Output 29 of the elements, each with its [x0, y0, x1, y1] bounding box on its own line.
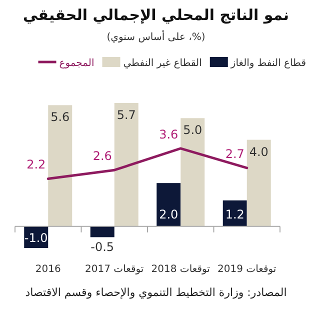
bar: [156, 183, 181, 226]
text: المصادر: وزارة التخطيط التنموي والإحصاء وقسم الاقتصاد: [25, 286, 287, 299]
x-tick-label: 2016: [35, 264, 61, 275]
bar: [90, 226, 114, 238]
chart-subtitle: (%، على أساس سنوي): [106, 30, 206, 43]
data-label: 5.7: [116, 108, 136, 122]
data-label: 5.0: [183, 123, 202, 138]
bar: [180, 118, 205, 226]
data-label: 2.7: [225, 146, 244, 161]
data-label: 5.6: [50, 110, 70, 124]
data-label: 2.0: [159, 207, 178, 222]
bar: [48, 105, 72, 226]
data-label: 4.0: [249, 144, 268, 159]
legend-label: القطاع غير النفطي: [123, 58, 202, 69]
bar: [246, 140, 271, 226]
legend-label: قطاع النفط والغاز: [230, 58, 306, 69]
x-tick-label: توقعات 2017: [85, 264, 144, 275]
data-label: -0.5: [90, 240, 114, 254]
data-label: -1.0: [24, 231, 48, 245]
bar: [114, 103, 138, 226]
data-label: 1.2: [225, 207, 244, 222]
bar: [222, 200, 247, 226]
legend-label: المجموع: [59, 58, 94, 69]
data-label: 3.6: [159, 127, 178, 142]
data-label: 2.2: [26, 158, 46, 172]
x-tick-label: توقعات 2018: [151, 264, 210, 275]
x-tick-label: توقعات 2019: [218, 264, 276, 275]
data-label: 2.6: [92, 149, 112, 164]
chart-title: نمو الناتج المحلي الإجمالي الحقيقي: [23, 6, 289, 24]
